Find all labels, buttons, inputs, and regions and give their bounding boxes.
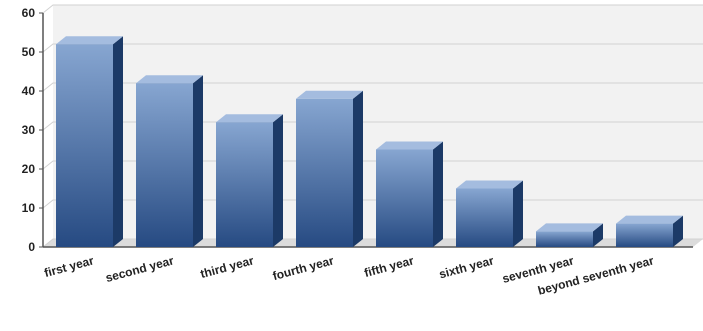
bar [56, 36, 123, 248]
bar [536, 223, 603, 247]
bar-front [136, 83, 193, 247]
y-tick-label: 30 [22, 123, 36, 137]
x-tick-label: second year [104, 253, 176, 285]
bar [296, 90, 363, 247]
bar-side [113, 36, 123, 248]
y-tick-label: 0 [28, 240, 35, 254]
bar-front [376, 149, 433, 247]
bars [56, 36, 683, 248]
bar-front [216, 122, 273, 247]
bar-front [456, 188, 513, 247]
gridline [42, 43, 703, 53]
y-tick-label: 40 [22, 84, 36, 98]
bar-side [353, 90, 363, 247]
bar [456, 180, 523, 247]
y-tick-label: 50 [22, 45, 36, 59]
x-tick-label: first year [43, 253, 96, 280]
bar-side [193, 75, 203, 247]
bar-top [456, 180, 523, 189]
bar-side [673, 215, 683, 247]
bar-top [376, 141, 443, 150]
bar-front [296, 98, 353, 247]
bar-front [616, 223, 673, 247]
bar-top [296, 90, 363, 99]
y-tick-label: 10 [22, 201, 36, 215]
bar-side [273, 114, 283, 247]
gridline [42, 160, 703, 170]
x-tick-label: fourth year [271, 253, 335, 283]
gridline [42, 4, 703, 14]
bar-top [56, 36, 123, 45]
y-tick-label: 20 [22, 162, 36, 176]
y-tick-label: 60 [22, 6, 36, 20]
x-tick-label: fifth year [363, 253, 416, 280]
bar [216, 114, 283, 247]
bar-side [513, 180, 523, 247]
bar-side [433, 141, 443, 247]
bar-top [216, 114, 283, 123]
x-tick-labels: first year second year third year fourth ye… [43, 253, 656, 298]
bar-top [616, 215, 683, 224]
gridline [42, 82, 703, 92]
bar-side [593, 223, 603, 247]
y-tick-labels: 0 10 20 30 40 50 60 [22, 6, 43, 254]
bar-front [56, 44, 113, 248]
bar [376, 141, 443, 247]
gridline [42, 121, 703, 131]
bar-top [536, 223, 603, 232]
x-tick-label: sixth year [438, 253, 496, 281]
bar [616, 215, 683, 247]
bar [136, 75, 203, 247]
bar-front [536, 231, 593, 247]
x-tick-label: third year [199, 253, 256, 281]
bar-top [136, 75, 203, 84]
